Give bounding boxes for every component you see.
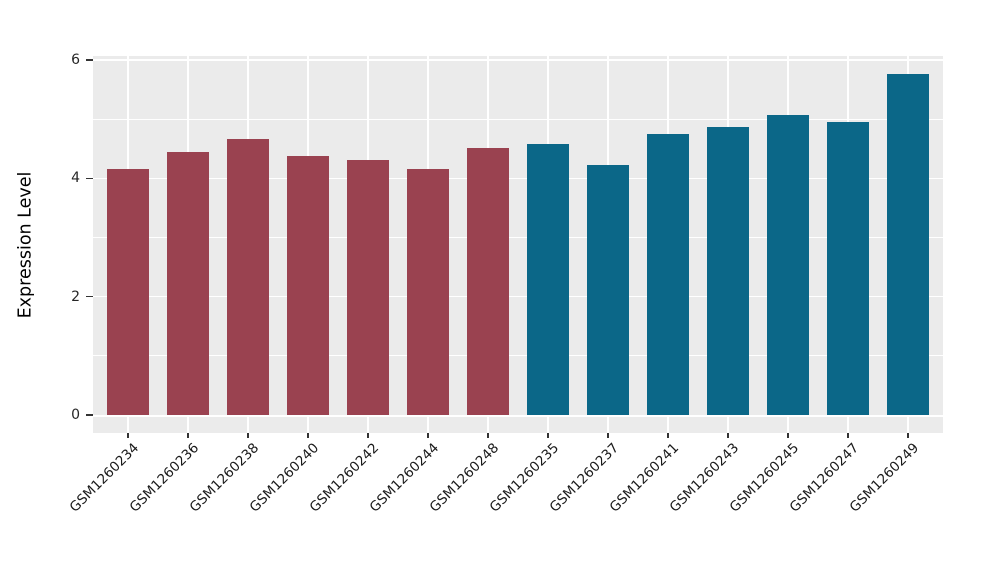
x-tick-mark bbox=[307, 433, 309, 438]
bar bbox=[587, 164, 629, 415]
x-tick-mark bbox=[727, 433, 729, 438]
x-tick-mark bbox=[487, 433, 489, 438]
x-tick-mark bbox=[847, 433, 849, 438]
bar bbox=[167, 152, 209, 415]
y-tick-mark bbox=[86, 177, 93, 179]
x-tick-mark bbox=[547, 433, 549, 438]
y-tick-label: 2 bbox=[71, 288, 80, 305]
x-tick-mark bbox=[427, 433, 429, 438]
y-tick-mark bbox=[86, 414, 93, 416]
y-tick-label: 0 bbox=[71, 407, 80, 423]
x-tick-mark bbox=[127, 433, 129, 438]
gridline-major bbox=[93, 59, 943, 61]
gridline-zero bbox=[93, 415, 943, 417]
y-tick-mark bbox=[86, 296, 93, 298]
gridline-minor bbox=[93, 237, 943, 238]
bar bbox=[107, 168, 149, 415]
x-tick-mark bbox=[247, 433, 249, 438]
bar bbox=[287, 155, 329, 415]
x-tick-mark bbox=[187, 433, 189, 438]
bar bbox=[467, 148, 509, 415]
gridline-minor bbox=[93, 355, 943, 357]
gridline-major bbox=[93, 295, 943, 298]
x-tick-mark bbox=[607, 433, 609, 438]
bar bbox=[887, 74, 929, 415]
bar bbox=[527, 144, 569, 415]
bar bbox=[707, 126, 749, 415]
bar bbox=[347, 160, 389, 415]
y-tick-mark bbox=[86, 59, 93, 61]
x-tick-mark bbox=[367, 433, 369, 438]
bar bbox=[647, 133, 689, 415]
gridline-major bbox=[93, 177, 943, 180]
plot-panel bbox=[93, 56, 943, 433]
y-tick-label: 4 bbox=[71, 170, 80, 187]
y-axis-title: Expression Level bbox=[8, 56, 42, 433]
bar bbox=[407, 168, 449, 415]
x-tick-mark bbox=[667, 433, 669, 438]
bar bbox=[827, 122, 869, 415]
x-tick-mark bbox=[907, 433, 909, 438]
bar bbox=[227, 139, 269, 415]
gridline-minor bbox=[93, 118, 943, 120]
y-axis-title-text: Expression Level bbox=[15, 171, 36, 318]
x-tick-mark bbox=[787, 433, 789, 438]
bar bbox=[767, 115, 809, 415]
y-tick-label: 6 bbox=[71, 51, 80, 68]
